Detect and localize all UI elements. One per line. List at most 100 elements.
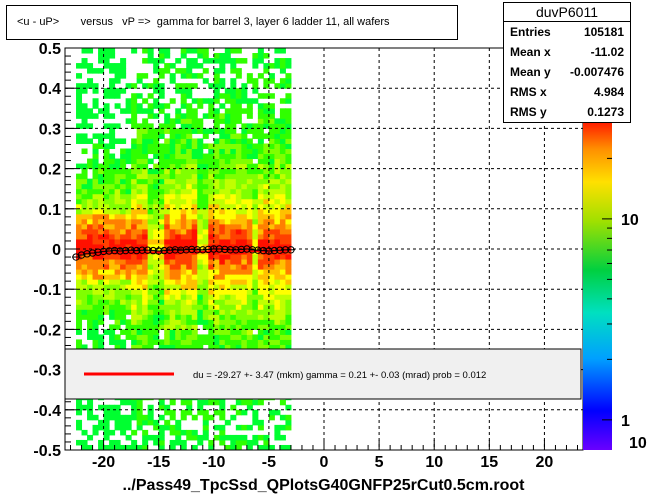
heatmap-cell (131, 183, 138, 190)
heatmap-cell (241, 173, 248, 180)
heatmap-cell (81, 213, 88, 220)
heatmap-cell (147, 289, 154, 295)
heatmap-cell (208, 254, 215, 260)
heatmap-cell (142, 254, 149, 260)
heatmap-cell (164, 264, 171, 270)
heatmap-cell (180, 294, 187, 300)
heatmap-cell (263, 163, 270, 170)
heatmap-cell (142, 83, 149, 89)
heatmap-cell (268, 294, 275, 300)
heatmap-cell (87, 299, 94, 305)
heatmap-cell (114, 314, 121, 320)
heatmap-cell (263, 294, 270, 300)
heatmap-cell (241, 304, 248, 310)
heatmap-cell (180, 259, 187, 265)
heatmap-cell (213, 148, 220, 155)
heatmap-cell (109, 173, 116, 180)
heatmap-cell (186, 188, 193, 195)
heatmap-cell (158, 73, 165, 79)
heatmap-cell (92, 98, 99, 104)
heatmap-cell (103, 254, 110, 260)
heatmap-cell (120, 58, 127, 64)
heatmap-cell (202, 193, 209, 200)
heatmap-cell (219, 289, 226, 295)
heatmap-cell (120, 168, 127, 175)
heatmap-cell (252, 409, 259, 416)
heatmap-cell (114, 344, 121, 350)
heatmap-cell (202, 269, 209, 275)
heatmap-cell (279, 143, 286, 149)
heatmap-cell (92, 324, 99, 330)
heatmap-cell (169, 264, 176, 270)
heatmap-cell (158, 254, 165, 260)
heatmap-cell (186, 63, 193, 69)
heatmap-cell (230, 83, 237, 89)
heatmap-cell (109, 309, 116, 315)
heatmap-cell (230, 329, 237, 335)
heatmap-cell (103, 158, 110, 165)
heatmap-cell (268, 123, 275, 129)
heatmap-cell (131, 148, 138, 155)
y-tick-label: 0.1 (39, 202, 61, 219)
heatmap-cell (279, 339, 286, 345)
heatmap-cell (285, 304, 292, 310)
heatmap-cell (235, 238, 242, 245)
heatmap-cell (252, 238, 259, 245)
heatmap-cell (279, 444, 286, 451)
heatmap-cell (109, 409, 116, 416)
heatmap-cell (158, 193, 165, 200)
heatmap-cell (208, 178, 215, 185)
heatmap-cell (202, 284, 209, 290)
heatmap-cell (98, 344, 105, 350)
heatmap-cell (153, 178, 160, 185)
heatmap-cell (164, 218, 171, 225)
heatmap-cell (158, 108, 165, 114)
heatmap-cell (76, 289, 83, 295)
heatmap-cell (208, 238, 215, 245)
heatmap-cell (246, 198, 253, 205)
heatmap-cell (175, 279, 182, 285)
heatmap-cell (125, 178, 132, 185)
heatmap-cell (285, 314, 292, 320)
heatmap-cell (147, 133, 154, 139)
heatmap-cell (114, 203, 121, 210)
heatmap-cell (109, 299, 116, 305)
heatmap-cell (191, 113, 198, 119)
heatmap-cell (109, 269, 116, 275)
heatmap-cell (175, 309, 182, 315)
heatmap-cell (120, 158, 127, 165)
heatmap-cell (257, 203, 264, 210)
heatmap-cell (92, 329, 99, 335)
heatmap-cell (125, 108, 132, 114)
heatmap-cell (186, 429, 193, 436)
heatmap-cell (103, 198, 110, 205)
heatmap-cell (103, 238, 110, 245)
heatmap-cell (235, 279, 242, 285)
heatmap-cell (241, 58, 248, 64)
heatmap-cell (76, 233, 83, 240)
heatmap-cell (257, 419, 264, 426)
heatmap-cell (230, 299, 237, 305)
heatmap-cell (213, 289, 220, 295)
heatmap-cell (235, 284, 242, 290)
heatmap-cell (136, 183, 143, 190)
heatmap-cell (246, 274, 253, 280)
heatmap-cell (87, 294, 94, 300)
heatmap-cell (92, 299, 99, 305)
heatmap-cell (180, 158, 187, 165)
heatmap-cell (98, 419, 105, 426)
heatmap-cell (131, 414, 138, 421)
color-scale-bar (583, 123, 612, 450)
heatmap-cell (136, 289, 143, 295)
heatmap-cell (202, 203, 209, 210)
heatmap-cell (76, 63, 83, 69)
heatmap-cell (147, 53, 154, 59)
heatmap-cell (98, 334, 105, 340)
heatmap-cell (125, 203, 132, 210)
heatmap-cell (92, 188, 99, 195)
heatmap-cell (197, 203, 204, 210)
heatmap-cell (224, 299, 231, 305)
heatmap-cell (169, 228, 176, 235)
heatmap-cell (87, 223, 94, 230)
heatmap-cell (257, 289, 264, 295)
